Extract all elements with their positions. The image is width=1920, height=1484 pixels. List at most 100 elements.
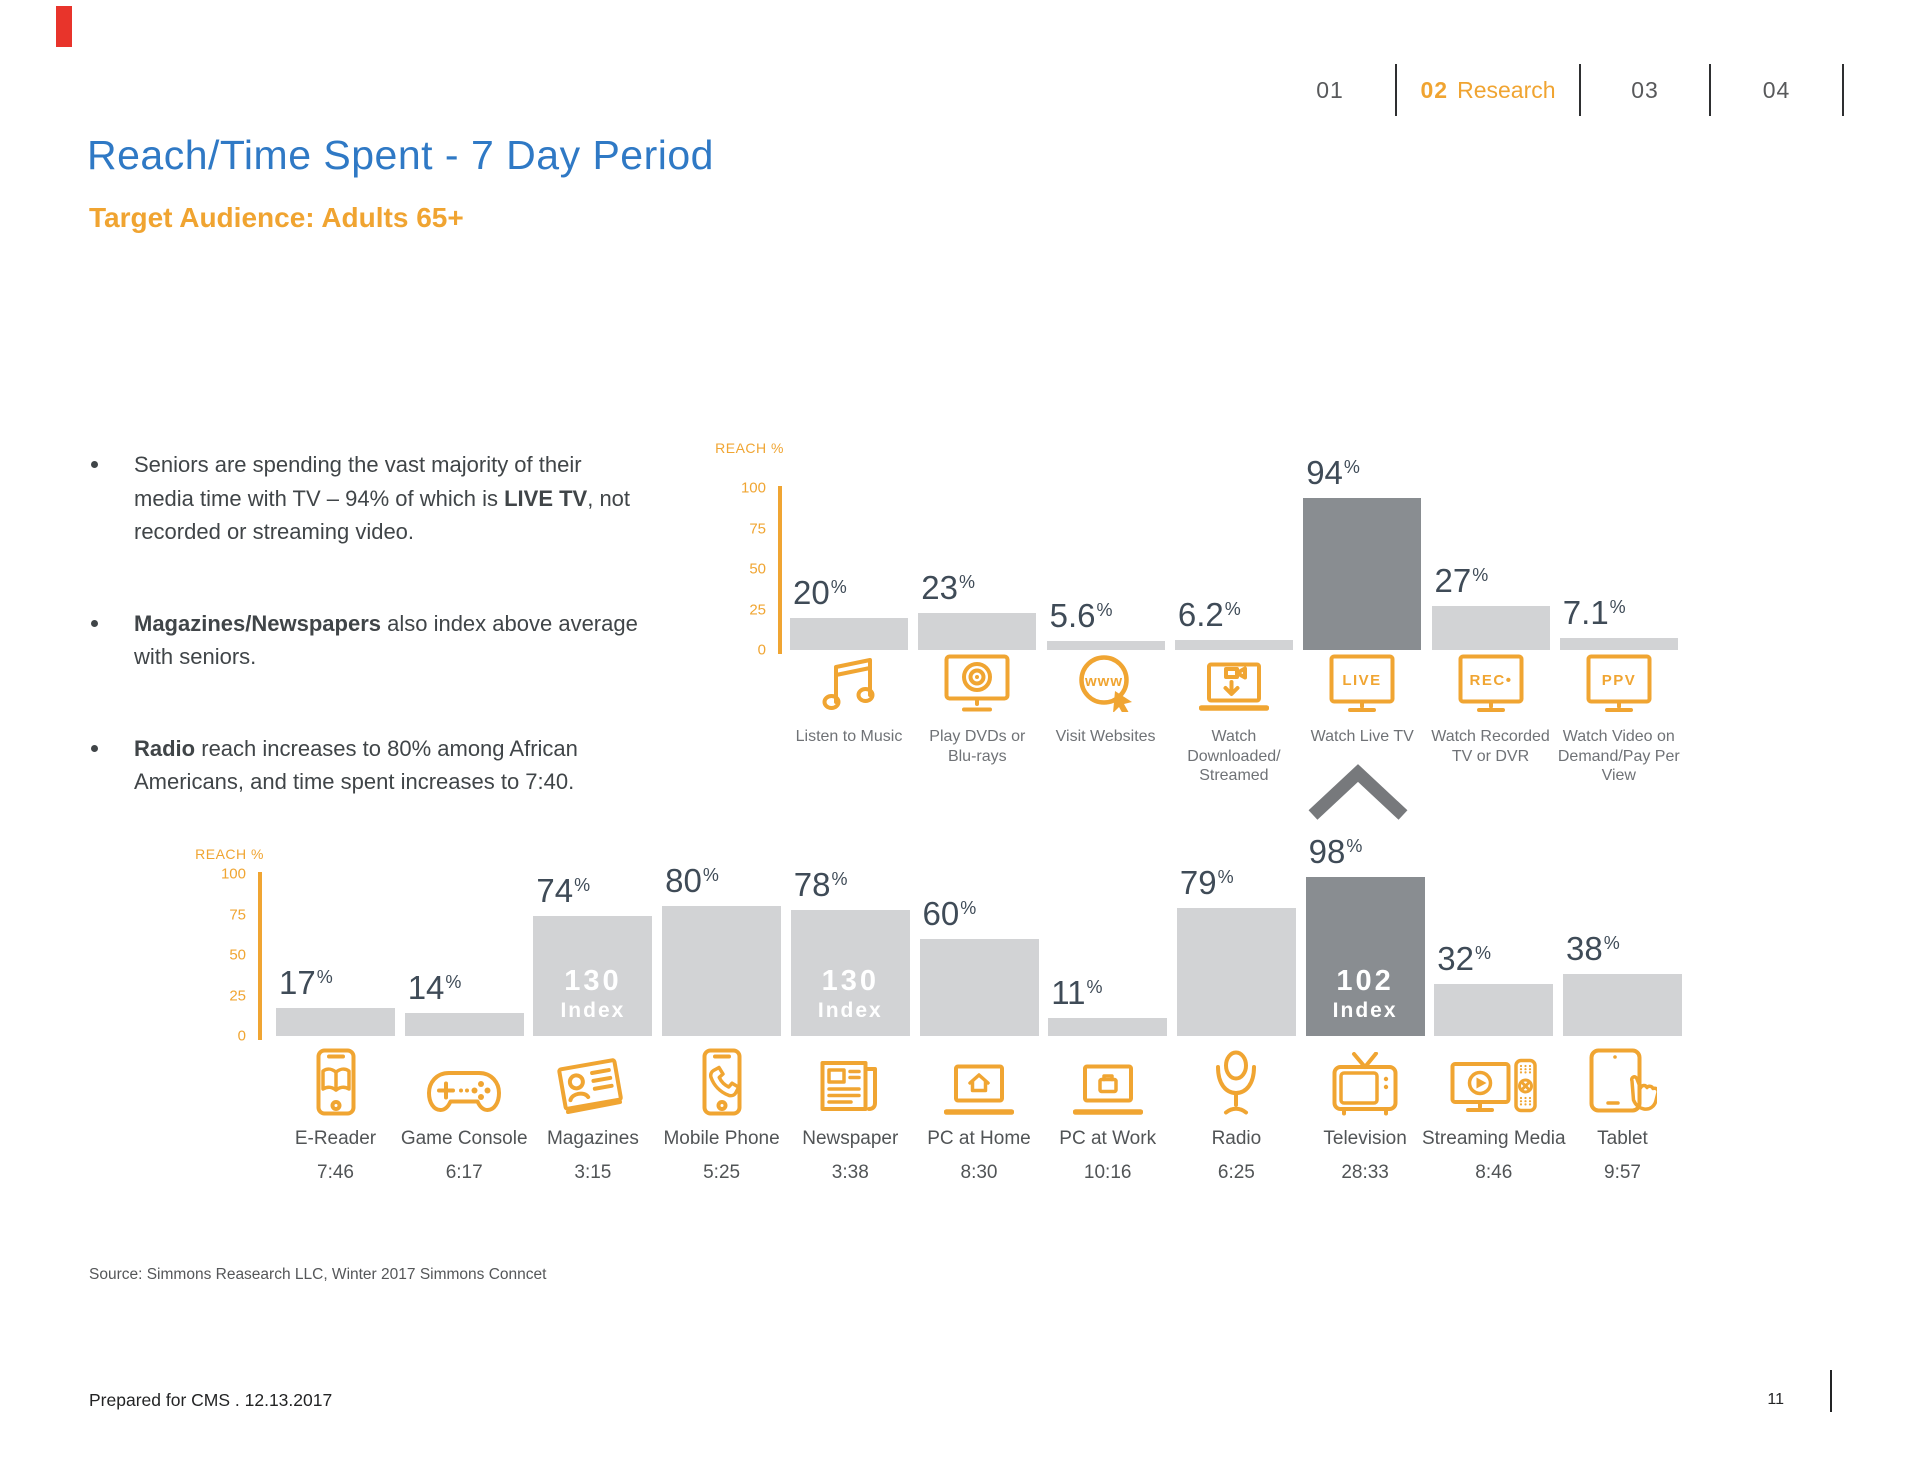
value-number: 5.6 <box>1049 597 1096 634</box>
bar: 102 Index <box>1305 877 1425 1036</box>
footer-text: Prepared for CMS . 12.13.2017 <box>89 1390 333 1410</box>
bullet-dot <box>91 744 98 752</box>
time-spent-label: 7:46 <box>317 1162 354 1183</box>
y-axis <box>258 872 262 1040</box>
value-label: 11% <box>1051 973 1102 1018</box>
value-number: 79 <box>1179 864 1217 901</box>
footer-rule <box>1830 1370 1832 1412</box>
value-label: 78% <box>794 865 848 910</box>
bar <box>1434 984 1554 1036</box>
time-spent-label: 10:16 <box>1083 1162 1132 1183</box>
bar <box>1046 641 1165 650</box>
y-tick: 100 <box>220 865 246 883</box>
y-tick: 75 <box>749 520 766 537</box>
value-number: 6.2 <box>1177 596 1224 633</box>
tv-rec-icon: REC• <box>1458 654 1524 712</box>
value-number: 32 <box>1437 940 1475 977</box>
bullet-line: recorded or streaming video. <box>134 515 689 549</box>
index-value: 102 <box>1336 965 1394 997</box>
bullet-text-segment: , not <box>587 485 631 511</box>
category-label: Tablet <box>1597 1128 1648 1149</box>
bullet-text: Magazines/Newspapers also index above av… <box>134 607 689 674</box>
value-label: 32% <box>1437 939 1491 984</box>
bullet-text-segment: reach increases to 80% among African <box>195 735 578 761</box>
nav-item-number: 03 <box>1631 76 1659 103</box>
bullet-item: Radio reach increases to 80% among Afric… <box>89 732 689 799</box>
value-number: 23 <box>921 569 959 606</box>
e-reader-icon <box>316 1048 356 1116</box>
category-label: Watch Recorded TV or DVR <box>1431 728 1550 765</box>
game-console-icon <box>426 1068 502 1116</box>
bar <box>1559 638 1678 650</box>
value-number: 7.1 <box>1562 594 1609 631</box>
y-tick: 50 <box>749 560 766 578</box>
category-label: Watch Live TV <box>1310 728 1414 745</box>
pc-work-icon <box>1072 1064 1143 1116</box>
value-label: 23% <box>921 568 975 613</box>
value-label: 7.1% <box>1563 593 1626 638</box>
bar <box>918 613 1037 650</box>
section-nav: 01 02 Research 03 04 <box>1265 64 1844 116</box>
nav-item-label: Research <box>1457 76 1556 103</box>
y-tick: 50 <box>229 946 246 964</box>
percent-sign: % <box>960 898 977 918</box>
category-label: Visit Websites <box>1055 728 1156 745</box>
svg-text:PPV: PPV <box>1602 672 1637 689</box>
nav-item-03: 03 <box>1581 64 1709 116</box>
time-spent-label: 8:46 <box>1475 1162 1513 1183</box>
axis-label: REACH % <box>195 846 264 862</box>
y-tick: 100 <box>740 479 766 497</box>
bar <box>1176 908 1296 1036</box>
value-number: 60 <box>922 895 960 932</box>
streaming-media-icon <box>1450 1058 1538 1116</box>
bullet-line: with seniors. <box>134 640 689 674</box>
nav-item-number: 04 <box>1762 76 1791 103</box>
time-spent-label: 5:25 <box>703 1162 741 1183</box>
nav-item-02: 02 Research <box>1397 64 1579 116</box>
nav-separator <box>1709 64 1711 116</box>
bar <box>919 939 1039 1036</box>
category-label: Streaming Media <box>1421 1128 1566 1149</box>
bar <box>276 1008 395 1036</box>
category-label: Magazines <box>546 1128 639 1149</box>
axis-label: REACH % <box>715 440 784 456</box>
index-label: 130 Index <box>791 965 910 1024</box>
category-label: Television <box>1323 1128 1407 1149</box>
bullet-text-segment: media time with TV – 94% of which is <box>134 485 505 511</box>
time-spent-label: 28:33 <box>1341 1162 1389 1183</box>
index-word: Index <box>817 999 883 1022</box>
bullet-line: Radio reach increases to 80% among Afric… <box>134 732 689 766</box>
index-value: 130 <box>564 965 622 997</box>
nav-item-04: 04 <box>1711 64 1842 116</box>
value-number: 94 <box>1306 454 1343 491</box>
value-number: 17 <box>279 964 316 1001</box>
value-label: 20% <box>793 573 847 618</box>
chevron-up-icon <box>1308 764 1408 820</box>
value-label: 94% <box>1306 453 1360 498</box>
magazines-icon <box>557 1052 629 1116</box>
laptop-download-icon <box>1198 662 1269 712</box>
y-tick: 0 <box>757 641 766 659</box>
percent-sign: % <box>1224 599 1241 619</box>
percent-sign: % <box>316 967 333 987</box>
percent-sign: % <box>959 572 976 592</box>
y-tick: 25 <box>229 987 246 1004</box>
nav-separator <box>1579 64 1581 116</box>
bullet-item: Magazines/Newspapers also index above av… <box>89 607 689 674</box>
value-number: 27 <box>1434 562 1472 599</box>
bullet-text-segment: recorded or streaming video. <box>134 519 415 544</box>
time-spent-label: 3:38 <box>831 1162 869 1183</box>
television-icon <box>1332 1052 1398 1116</box>
percent-sign: % <box>830 577 847 597</box>
bullet-text: Seniors are spending the vast majority o… <box>134 448 689 549</box>
nav-item-01: 01 <box>1265 64 1395 116</box>
percent-sign: % <box>1346 836 1363 856</box>
corner-mark <box>56 6 72 47</box>
music-note-icon <box>822 654 876 712</box>
value-label: 27% <box>1435 561 1489 606</box>
page-title: Reach/Time Spent - 7 Day Period <box>87 132 714 178</box>
category-label: Newspaper <box>802 1128 899 1149</box>
radio-mic-icon <box>1214 1050 1258 1116</box>
page-subtitle: Target Audience: Adults 65+ <box>89 202 464 233</box>
